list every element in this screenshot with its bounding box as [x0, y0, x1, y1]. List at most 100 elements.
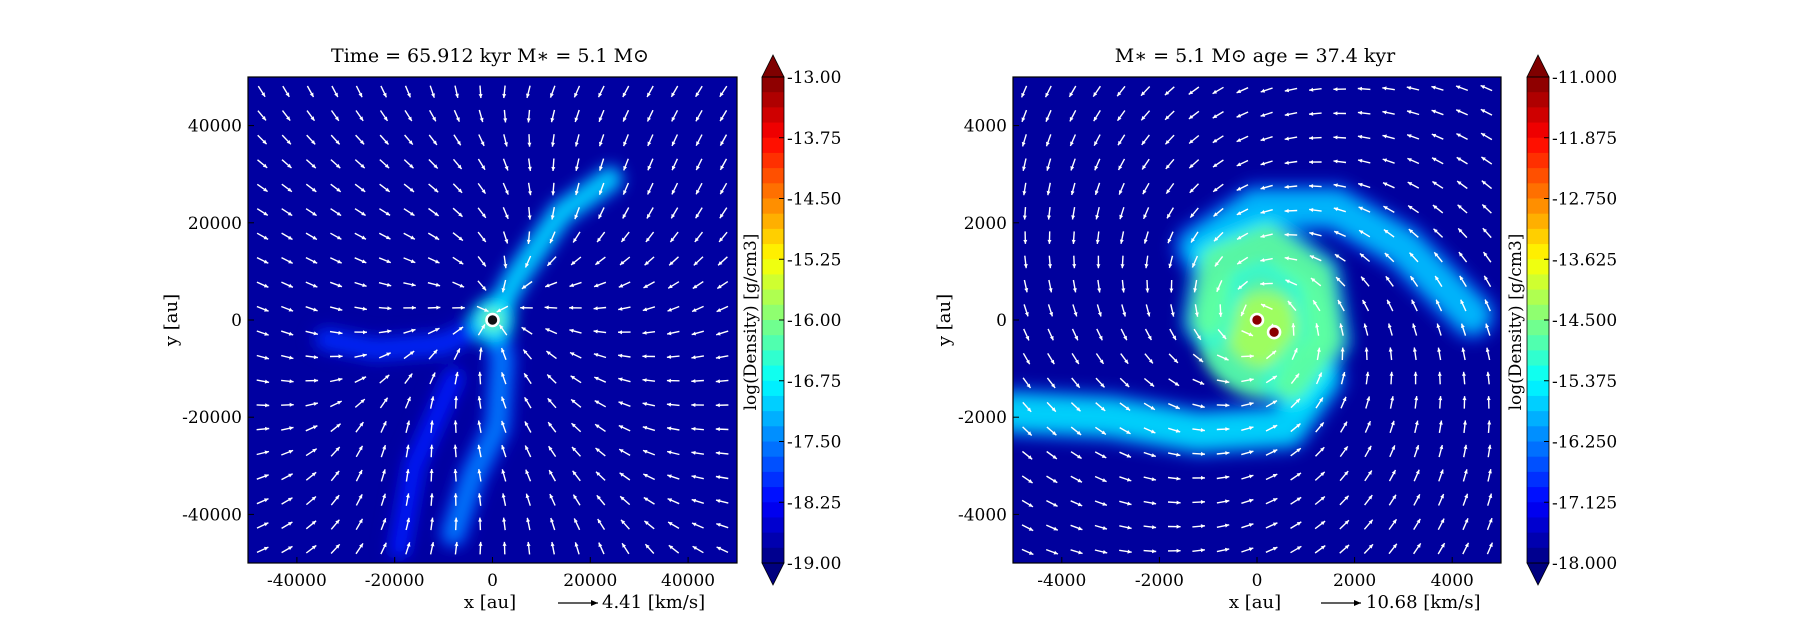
y-tick-label: 40000 [188, 117, 242, 137]
velocity-arrowhead [1438, 420, 1443, 425]
velocity-arrowhead [1176, 476, 1181, 481]
velocity-arrowhead [1126, 453, 1131, 458]
velocity-arrowhead [1118, 165, 1123, 170]
velocity-arrowhead [1480, 85, 1485, 89]
velocity-arrowhead [1126, 477, 1132, 482]
velocity-arrowhead [499, 324, 504, 330]
velocity-arrowhead [671, 117, 676, 122]
velocity-arrowhead [691, 450, 696, 455]
colorbar-segment [1527, 77, 1549, 93]
velocity-arrowhead [1237, 260, 1242, 265]
velocity-arrowhead [501, 348, 505, 353]
colorbar-min-extension [761, 562, 785, 586]
velocity-arrowhead [429, 420, 434, 425]
velocity-arrowhead [405, 469, 410, 474]
velocity-arrowhead [1315, 323, 1320, 328]
velocity-arrowhead [1359, 230, 1364, 235]
velocity-arrowhead [571, 399, 576, 404]
colorbar-segment [1527, 289, 1549, 306]
velocity-arrowhead [619, 449, 624, 453]
velocity-arrowhead [1309, 111, 1314, 116]
velocity-arrowhead [1320, 545, 1326, 550]
left-density-map [248, 77, 737, 563]
velocity-arrowhead [1481, 133, 1486, 137]
velocity-arrowhead [1334, 231, 1339, 235]
velocity-arrowhead [311, 187, 317, 192]
velocity-arrowhead [574, 542, 579, 547]
velocity-arrowhead [1053, 550, 1058, 555]
velocity-arrowhead [1027, 407, 1032, 412]
velocity-arrowhead [1412, 323, 1417, 328]
velocity-arrowhead [1176, 500, 1181, 505]
velocity-arrowhead [432, 116, 436, 122]
velocity-arrowhead [1416, 518, 1421, 524]
velocity-arrowhead [1392, 543, 1397, 549]
y-tick-label: -4000 [958, 505, 1007, 525]
velocity-arrowhead [549, 238, 554, 244]
velocity-arrowhead [622, 92, 627, 98]
velocity-arrowhead [358, 92, 363, 98]
velocity-arrowhead [1173, 358, 1178, 363]
velocity-arrowhead [595, 424, 600, 429]
velocity-arrowhead [1440, 494, 1444, 499]
velocity-arrowhead [1295, 398, 1300, 403]
velocity-arrowhead [1320, 471, 1325, 477]
velocity-arrowhead [1143, 214, 1147, 219]
colorbar-segment [762, 547, 784, 564]
velocity-arrowhead [1336, 277, 1341, 282]
velocity-arrowhead [1225, 427, 1230, 432]
velocity-arrowhead [696, 141, 700, 146]
velocity-arrowhead [525, 263, 529, 268]
velocity-arrowhead [1175, 405, 1180, 409]
velocity-arrowhead [691, 379, 696, 383]
velocity-arrowhead [574, 190, 579, 196]
velocity-arrowhead [1391, 445, 1395, 450]
velocity-arrowhead [1098, 335, 1103, 341]
right-y-axis: 4000 2000 0 -2000 -4000 [958, 117, 1019, 525]
colorbar-segment [762, 411, 784, 427]
velocity-arrowhead [1344, 495, 1349, 500]
velocity-arrowhead [1338, 300, 1342, 305]
colorbar-segment [1527, 426, 1549, 443]
velocity-arrowhead [1333, 207, 1339, 212]
velocity-arrowhead [263, 235, 269, 240]
velocity-arrowhead [409, 351, 415, 356]
colorbar-segment [762, 198, 784, 215]
velocity-arrowhead [642, 307, 648, 312]
velocity-arrowhead [1357, 134, 1363, 139]
velocity-arrowhead [1200, 500, 1205, 504]
colorbar-segment [1527, 365, 1549, 382]
velocity-arrowhead [618, 425, 624, 429]
velocity-arrowhead [1260, 185, 1265, 190]
velocity-arrowhead [1383, 182, 1388, 187]
velocity-arrowhead [1169, 288, 1174, 293]
velocity-arrowhead [410, 211, 415, 216]
velocity-arrowhead [387, 329, 392, 334]
velocity-arrowhead [1225, 379, 1230, 384]
colorbar-segment [762, 213, 784, 230]
velocity-arrowhead [1410, 276, 1415, 281]
velocity-arrowhead [528, 191, 532, 196]
right-quiver-key: 10.68 [km/s] [1321, 592, 1481, 613]
velocity-arrowhead [1249, 354, 1254, 359]
velocity-arrowhead [458, 326, 464, 331]
velocity-arrowhead [1237, 285, 1243, 290]
velocity-arrowhead [647, 92, 651, 97]
velocity-arrowhead [288, 497, 293, 502]
velocity-arrowhead [501, 420, 505, 426]
velocity-arrowhead [671, 213, 675, 219]
velocity-arrowhead [1463, 444, 1468, 450]
velocity-arrowhead [1102, 526, 1107, 530]
velocity-arrowhead [1045, 92, 1050, 98]
velocity-arrowhead [574, 142, 579, 147]
velocity-arrowhead [1458, 252, 1463, 257]
velocity-arrowhead [480, 141, 485, 146]
velocity-arrowhead [1333, 183, 1338, 188]
velocity-arrowhead [1225, 451, 1230, 456]
velocity-arrowhead [288, 522, 293, 526]
velocity-arrowhead [1309, 87, 1314, 92]
colorbar-segment [762, 380, 784, 397]
velocity-arrowhead [1458, 228, 1463, 233]
right-density-map [1013, 77, 1501, 563]
